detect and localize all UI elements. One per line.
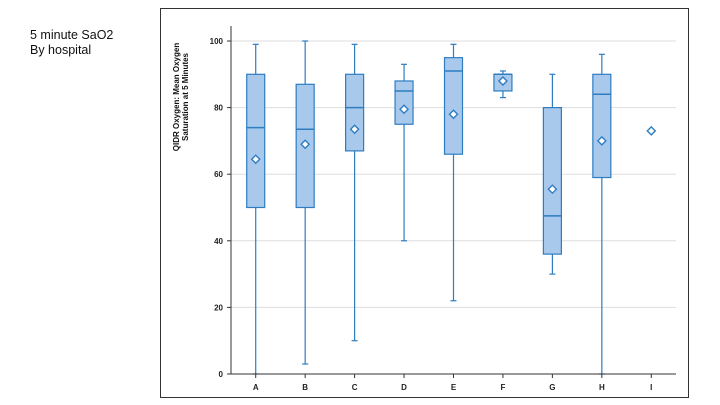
box-h bbox=[592, 53, 612, 375]
y-axis-title-line2: Saturation at 5 Minutes bbox=[181, 52, 190, 141]
mean-marker bbox=[300, 139, 311, 150]
x-tick-label: E bbox=[451, 383, 457, 392]
box-g bbox=[542, 73, 562, 275]
mean-marker bbox=[596, 135, 607, 146]
y-axis-title-line1: QIDR Oxygen: Mean Oxygen bbox=[172, 43, 181, 152]
box-series bbox=[246, 40, 657, 375]
x-tick-label: H bbox=[599, 383, 605, 392]
box-e bbox=[443, 43, 464, 302]
y-tick-label: 40 bbox=[214, 237, 223, 246]
chart-frame bbox=[160, 8, 689, 398]
x-tick-label: F bbox=[500, 383, 505, 392]
slide-title-line1: 5 minute SaO2 bbox=[30, 28, 114, 42]
mean-marker bbox=[349, 124, 360, 135]
x-tick-label: I bbox=[650, 383, 652, 392]
box-f bbox=[493, 70, 513, 99]
iqr-box bbox=[345, 73, 365, 152]
iqr-box bbox=[592, 73, 612, 179]
y-tick-label: 100 bbox=[210, 37, 224, 46]
slide-subtitle: By hospital bbox=[30, 43, 92, 57]
x-tick-label: G bbox=[549, 383, 555, 392]
x-tick-label: C bbox=[352, 383, 358, 392]
mean-marker bbox=[497, 75, 508, 86]
y-tick-label: 0 bbox=[219, 370, 224, 379]
iqr-box bbox=[542, 106, 562, 255]
iqr-box bbox=[246, 73, 266, 209]
y-tick-label: 60 bbox=[214, 170, 223, 179]
box-d bbox=[394, 63, 414, 242]
slide-title: 5 minute SaO2 By hospital bbox=[30, 28, 113, 58]
mean-marker bbox=[250, 154, 261, 165]
mean-marker bbox=[448, 109, 459, 120]
y-tick-label: 80 bbox=[214, 104, 223, 113]
y-tick-label: 20 bbox=[214, 303, 223, 312]
box-i bbox=[646, 125, 657, 136]
box-c bbox=[345, 43, 365, 342]
x-axis-ticks: A B C D E F G H I bbox=[253, 374, 652, 392]
box-a bbox=[246, 43, 266, 375]
x-tick-label: A bbox=[253, 383, 259, 392]
mean-marker bbox=[547, 184, 558, 195]
box-b bbox=[295, 40, 315, 365]
iqr-box bbox=[443, 57, 464, 155]
x-tick-label: B bbox=[302, 383, 308, 392]
x-tick-label: D bbox=[401, 383, 407, 392]
y-axis-ticks: 0 20 40 60 80 100 bbox=[210, 37, 231, 379]
mean-marker bbox=[399, 104, 410, 115]
mean-marker bbox=[646, 125, 657, 136]
iqr-box bbox=[394, 80, 414, 125]
